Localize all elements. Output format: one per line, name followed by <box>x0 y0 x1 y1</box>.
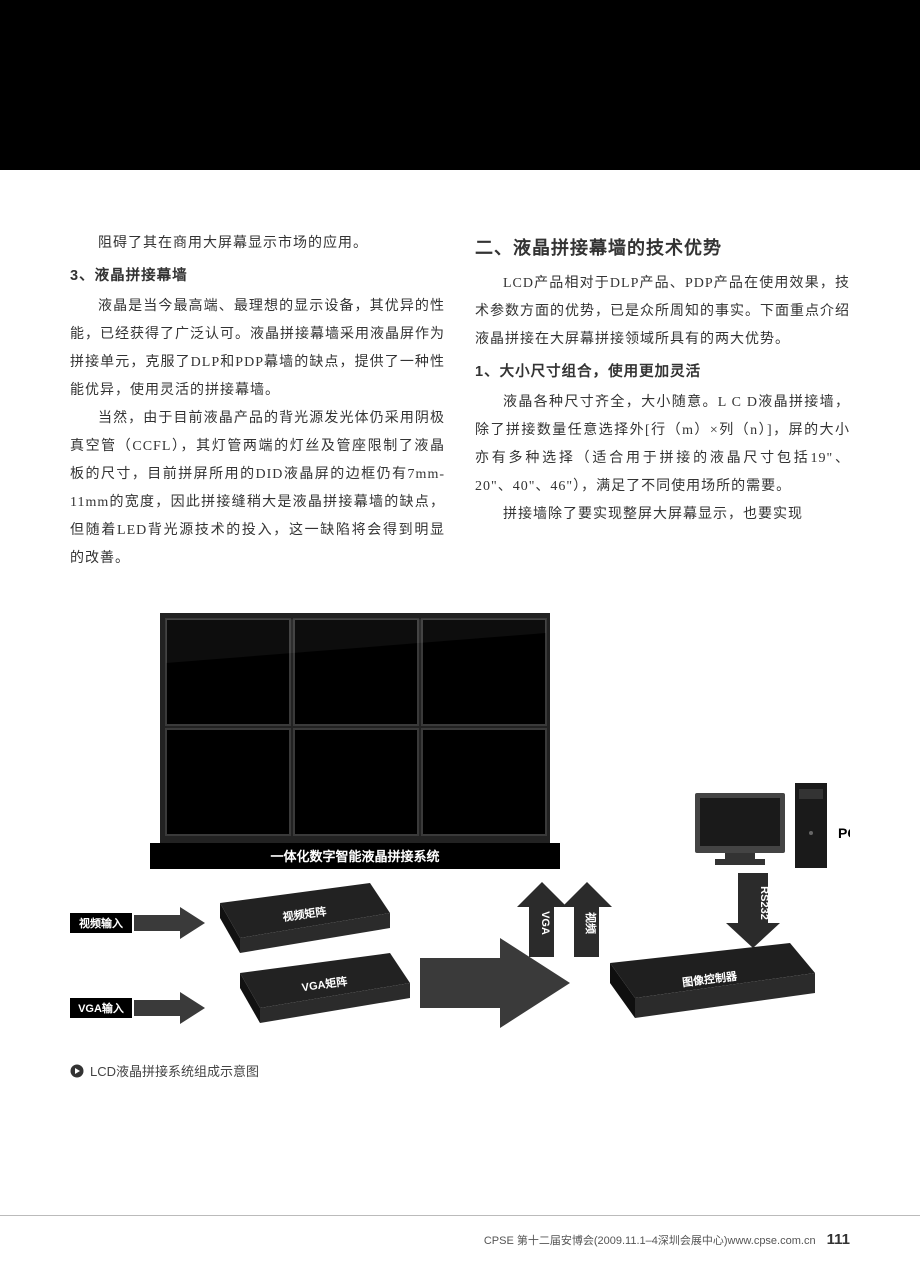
sub-heading: 3、液晶拼接幕墙 <box>70 262 445 291</box>
diagram-svg: 一体化数字智能液晶拼接系统 PC RS232 <box>70 603 850 1043</box>
image-controller: 图像控制器 <box>610 943 815 1018</box>
body-para: 阻碍了其在商用大屏幕显示市场的应用。 <box>70 230 445 258</box>
header-black-band <box>0 0 920 170</box>
rs232-arrow: RS232 <box>726 873 780 948</box>
up-arrows: VGA 视频 <box>517 882 612 957</box>
diagram-area: 一体化数字智能液晶拼接系统 PC RS232 <box>70 603 850 1080</box>
video-up-label: 视频 <box>584 912 598 934</box>
video-wall: 一体化数字智能液晶拼接系统 <box>150 613 560 869</box>
system-diagram: 一体化数字智能液晶拼接系统 PC RS232 <box>70 603 850 1043</box>
arrow-bullet-icon <box>70 1064 84 1078</box>
pc-label: PC <box>838 825 850 841</box>
body-para: 液晶是当今最高端、最理想的显示设备，其优异的性能，已经获得了广泛认可。液晶拼接幕… <box>70 293 445 405</box>
video-input-label: 视频输入 <box>79 916 123 930</box>
body-para: 当然，由于目前液晶产品的背光源发光体仍采用阴极真空管（CCFL），其灯管两端的灯… <box>70 405 445 573</box>
caption-text: LCD液晶拼接系统组成示意图 <box>90 1061 259 1080</box>
vga-input-label: VGA输入 <box>78 1001 124 1015</box>
page-number: 111 <box>827 1231 850 1248</box>
body-para: LCD产品相对于DLP产品、PDP产品在使用效果，技术参数方面的优势，已是众所周… <box>475 270 850 354</box>
pc-group: PC <box>695 783 850 868</box>
footer-text: CPSE 第十二届安博会(2009.11.1–4深圳会展中心)www.cpse.… <box>484 1231 850 1248</box>
footer-rule <box>0 1215 920 1216</box>
vga-matrix: VGA矩阵 <box>240 953 410 1023</box>
wall-label: 一体化数字智能液晶拼接系统 <box>270 849 439 864</box>
video-input: 视频输入 <box>70 907 205 939</box>
right-column: 二、液晶拼接幕墙的技术优势 LCD产品相对于DLP产品、PDP产品在使用效果，技… <box>475 230 850 573</box>
rs232-label: RS232 <box>758 886 770 920</box>
vga-input: VGA输入 <box>70 992 205 1024</box>
diagram-caption: LCD液晶拼接系统组成示意图 <box>70 1061 850 1080</box>
footer-info: CPSE 第十二届安博会(2009.11.1–4深圳会展中心)www.cpse.… <box>484 1235 816 1247</box>
two-column-content: 阻碍了其在商用大屏幕显示市场的应用。 3、液晶拼接幕墙 液晶是当今最高端、最理想… <box>0 170 920 573</box>
left-column: 阻碍了其在商用大屏幕显示市场的应用。 3、液晶拼接幕墙 液晶是当今最高端、最理想… <box>70 230 445 573</box>
sub-heading: 1、大小尺寸组合，使用更加灵活 <box>475 358 850 387</box>
section-heading: 二、液晶拼接幕墙的技术优势 <box>475 230 850 266</box>
body-para: 液晶各种尺寸齐全，大小随意。L C D液晶拼接墙，除了拼接数量任意选择外[行（m… <box>475 389 850 501</box>
video-matrix: 视频矩阵 <box>220 883 390 953</box>
body-para: 拼接墙除了要实现整屏大屏幕显示，也要实现 <box>475 501 850 529</box>
vga-up-label: VGA <box>539 911 551 935</box>
